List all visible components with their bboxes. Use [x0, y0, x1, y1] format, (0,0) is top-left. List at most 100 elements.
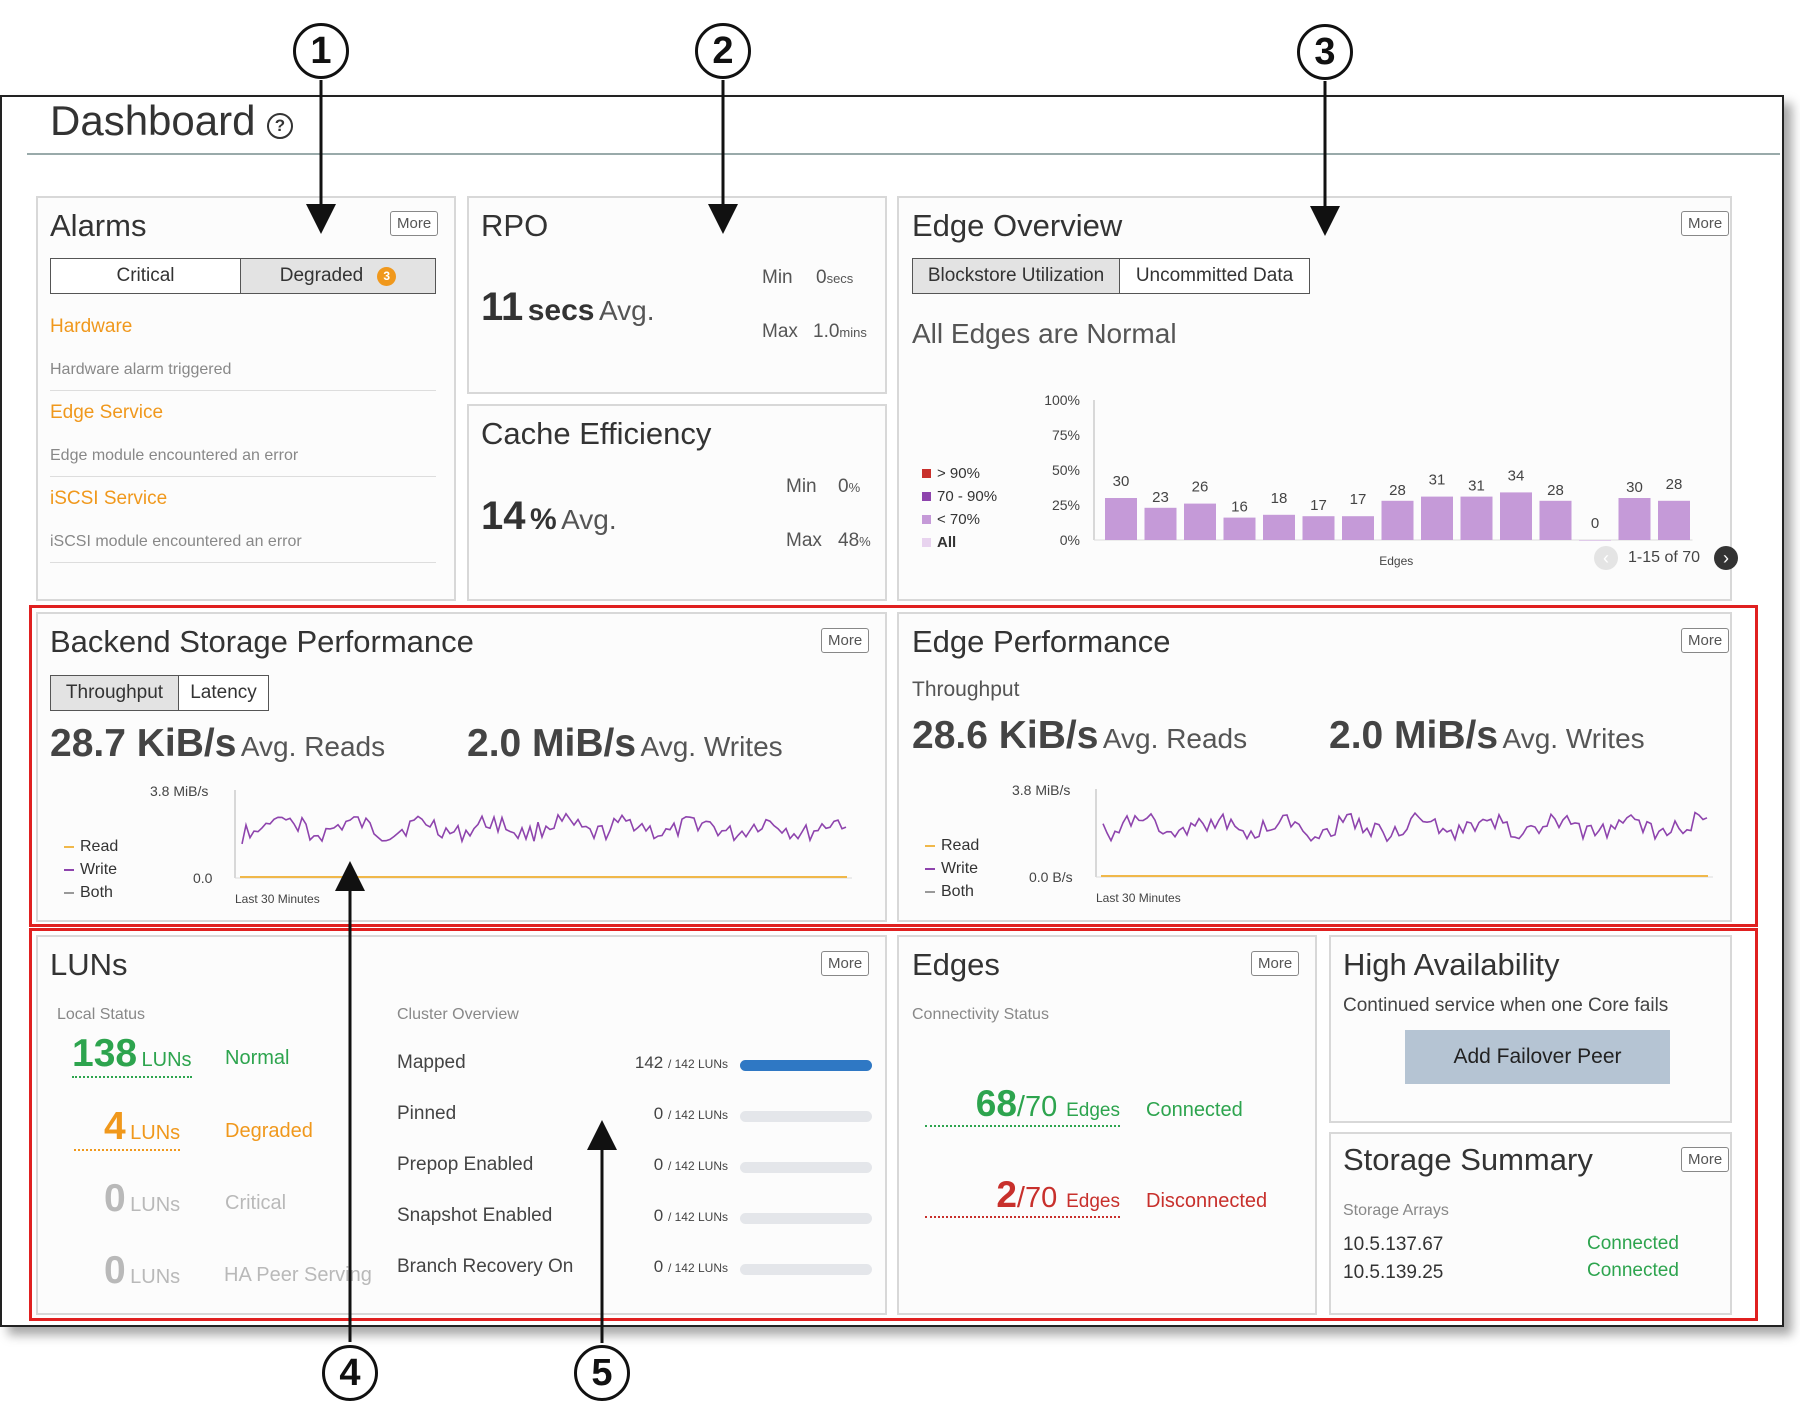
y-tick-label: 25% [1052, 497, 1080, 513]
next-page-icon[interactable]: › [1714, 546, 1738, 570]
edge-bar[interactable] [1618, 498, 1651, 540]
total: /70 [1016, 1182, 1058, 1214]
cache-max-label: Max [786, 530, 822, 551]
rpo-max-unit: mins [839, 325, 867, 340]
edge-avg-writes: 2.0 MiB/s Avg. Writes [1329, 714, 1645, 758]
legend-line [925, 844, 935, 847]
rpo-avg-unit: secs [527, 294, 595, 327]
help-icon[interactable]: ? [267, 113, 293, 139]
edge-bar[interactable] [1144, 507, 1177, 540]
tab-critical[interactable]: Critical [51, 259, 241, 293]
count: 2 [996, 1174, 1017, 1215]
unit: LUNs [130, 1266, 181, 1288]
edge-bar[interactable] [1105, 498, 1137, 540]
total: / 142 LUNs [667, 1159, 728, 1173]
tab-blockstore-utilization[interactable]: Blockstore Utilization [913, 259, 1120, 293]
ha-description: Continued service when one Core fails [1343, 995, 1669, 1016]
count: 0 [653, 1206, 664, 1225]
edge-bar[interactable] [1658, 500, 1690, 540]
series-write-line [1102, 811, 1708, 843]
tab-throughput[interactable]: Throughput [51, 676, 179, 710]
cluster-progress-bar [740, 1213, 872, 1224]
alarm-edge-service-description: Edge module encountered an error [50, 447, 299, 464]
total: / 142 LUNs [667, 1210, 728, 1224]
legend-label: Read [80, 838, 119, 855]
storage-more-button[interactable]: More [1681, 1147, 1730, 1172]
cache-max-value: 48 [838, 530, 860, 551]
edge-bar[interactable] [1302, 516, 1335, 540]
edges-more-button[interactable]: More [1251, 951, 1300, 976]
tab-uncommitted-data[interactable]: Uncommitted Data [1120, 259, 1309, 293]
count: 0 [653, 1155, 664, 1174]
legend-item: Write [64, 858, 118, 881]
edges-disconnected-count[interactable]: 2/70 Edges [925, 1174, 1120, 1218]
x-axis-label: Edges [1379, 554, 1413, 568]
edge-perf-more-button[interactable]: More [1681, 628, 1730, 653]
edge-bar[interactable] [1381, 500, 1414, 540]
edge-bar[interactable] [1184, 503, 1216, 540]
cache-avg-unit: % [529, 503, 557, 536]
cluster-progress-fill [740, 1060, 872, 1071]
edge-avg-reads: 28.6 KiB/s Avg. Reads [912, 714, 1247, 758]
cluster-progress-bar [740, 1162, 872, 1173]
title-divider [27, 153, 1780, 155]
luns-normal-count[interactable]: 138 LUNs [72, 1032, 192, 1078]
y-tick-label: 100% [1044, 392, 1080, 408]
rpo-avg-label: Avg. [598, 295, 655, 326]
alarm-edge-service-link[interactable]: Edge Service [50, 402, 164, 423]
count: 0 [653, 1257, 664, 1276]
callout-4: 4 [322, 1345, 378, 1401]
edge-bar[interactable] [1342, 516, 1374, 540]
edges-connected-count[interactable]: 68/70 Edges [925, 1083, 1120, 1127]
alarm-iscsi-service-link[interactable]: iSCSI Service [50, 488, 168, 509]
prev-page-icon[interactable]: ‹ [1594, 546, 1618, 570]
rpo-min: 0secs [816, 267, 853, 289]
total: / 142 LUNs [667, 1057, 728, 1071]
legend-item: 70 - 90% [922, 485, 997, 508]
edge-writes-value: 2.0 MiB/s [1329, 714, 1499, 757]
backend-writes-label: Avg. Writes [640, 731, 783, 762]
count: 142 [634, 1053, 664, 1072]
edge-bar[interactable] [1421, 496, 1453, 540]
luns-degraded-status: Degraded [225, 1120, 313, 1142]
tab-latency[interactable]: Latency [179, 676, 268, 710]
luns-critical-status: Critical [225, 1192, 287, 1214]
cluster-row-count: 0 / 142 LUNs [560, 1104, 728, 1124]
y-tick-label: 0% [1060, 532, 1080, 548]
edge-bar[interactable] [1579, 540, 1611, 541]
count: 4 [104, 1105, 126, 1148]
backend-more-button[interactable]: More [821, 628, 870, 653]
backend-reads-value: 28.7 KiB/s [50, 722, 237, 765]
add-failover-peer-button[interactable]: Add Failover Peer [1405, 1030, 1670, 1084]
backend-y-min-label: 0.0 [193, 870, 213, 886]
luns-degraded-count[interactable]: 4 LUNs [74, 1105, 181, 1151]
bar-data-label: 34 [1508, 467, 1525, 484]
edge-overview-tabs: Blockstore Utilization Uncommitted Data [912, 258, 1310, 294]
edge-bar[interactable] [1460, 496, 1493, 540]
bar-data-label: 28 [1389, 482, 1406, 499]
tab-degraded[interactable]: Degraded 3 [241, 259, 435, 293]
edge-overview-more-button[interactable]: More [1681, 211, 1730, 236]
edge-bar[interactable] [1500, 492, 1532, 540]
backend-x-label: Last 30 Minutes [235, 892, 320, 906]
alarm-hardware-link[interactable]: Hardware [50, 316, 133, 337]
high-availability-panel [1329, 935, 1732, 1123]
bar-data-label: 26 [1192, 479, 1209, 496]
legend-line [64, 891, 74, 894]
edge-bar[interactable] [1263, 514, 1295, 540]
unit: LUNs [130, 1194, 181, 1216]
edge-bar[interactable] [1223, 517, 1256, 540]
backend-avg-reads: 28.7 KiB/s Avg. Reads [50, 722, 385, 766]
rpo-title: RPO [481, 208, 549, 243]
rpo-max: 1.0mins [813, 321, 867, 343]
cluster-row-count: 0 / 142 LUNs [560, 1257, 728, 1277]
alarms-more-button[interactable]: More [390, 211, 439, 236]
legend-item: < 70% [922, 508, 997, 531]
luns-more-button[interactable]: More [821, 951, 870, 976]
unit: Edges [1066, 1191, 1120, 1212]
edge-bar[interactable] [1539, 500, 1572, 540]
storage-summary-panel [1329, 1132, 1732, 1315]
legend-label: Write [80, 861, 118, 878]
backend-reads-label: Avg. Reads [240, 731, 386, 762]
legend-label: All [937, 534, 957, 551]
